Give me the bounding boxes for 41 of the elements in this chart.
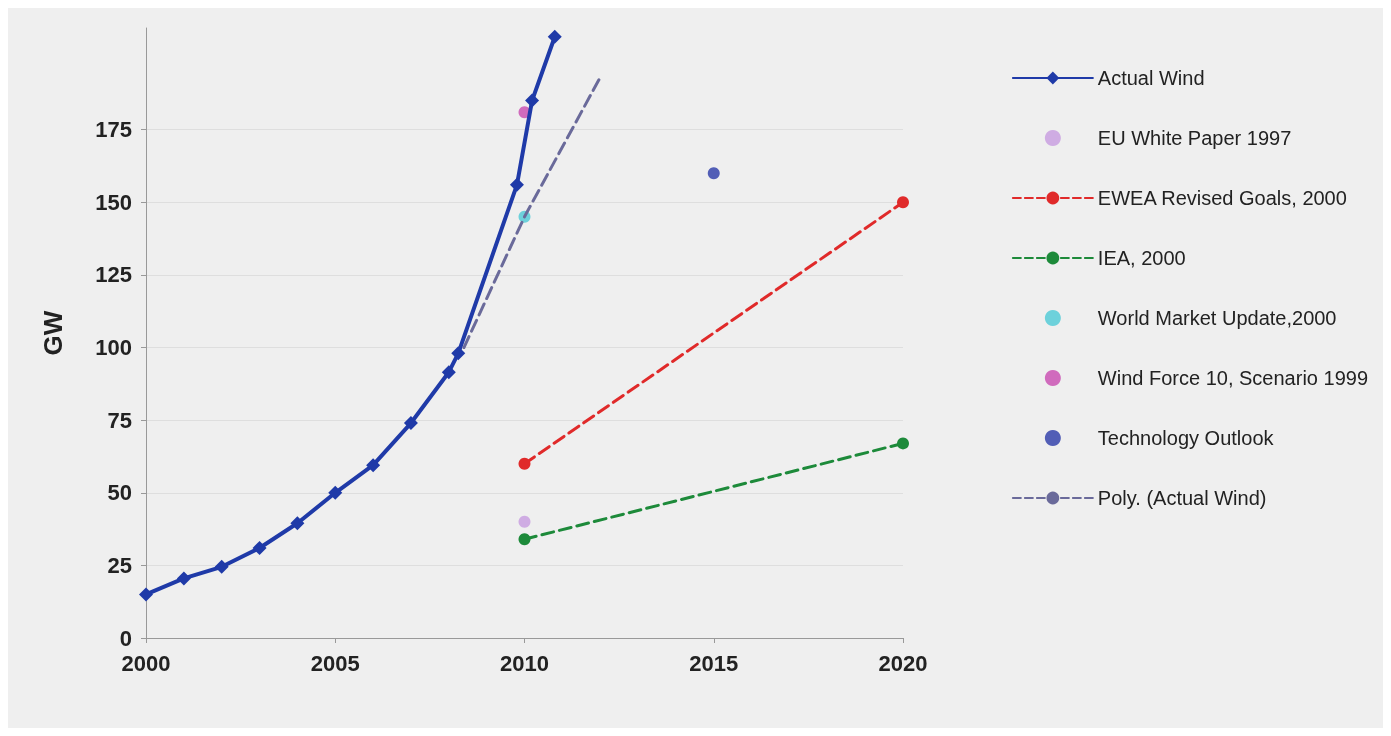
point	[509, 177, 524, 192]
y-tick-label: 75	[107, 407, 132, 433]
point	[897, 437, 909, 450]
point	[214, 559, 229, 574]
legend-label: EWEA Revised Goals, 2000	[1097, 187, 1347, 209]
point	[518, 515, 531, 528]
point	[366, 458, 381, 473]
point	[176, 571, 191, 586]
point	[547, 29, 562, 44]
point	[139, 587, 153, 602]
y-tick-label: 25	[107, 552, 132, 578]
point	[707, 167, 720, 180]
point	[525, 93, 540, 108]
x-tick-label: 2015	[689, 650, 739, 676]
legend-label: IEA, 2000	[1097, 247, 1186, 269]
point	[518, 457, 531, 470]
x-tick-label: 2020	[878, 650, 928, 676]
point	[897, 196, 909, 209]
point	[403, 416, 418, 431]
legend-label: Actual Wind	[1097, 67, 1205, 89]
x-tick-label: 2010	[500, 650, 549, 676]
point	[290, 516, 305, 531]
point	[518, 533, 531, 546]
y-tick-label: 125	[95, 262, 132, 288]
y-tick-label: 50	[107, 480, 132, 506]
y-tick-label: 150	[95, 189, 132, 215]
legend-label: World Market Update,2000	[1097, 307, 1337, 329]
point	[451, 346, 466, 361]
legend-label: EU White Paper 1997	[1097, 127, 1292, 149]
point	[441, 365, 456, 380]
x-tick-label: 2005	[310, 650, 360, 676]
x-tick-label: 2000	[121, 650, 171, 676]
y-tick-label: 0	[119, 625, 132, 651]
point	[328, 485, 343, 500]
y-tick-label: 175	[95, 117, 132, 143]
y-tick-label: 100	[95, 335, 132, 361]
legend-label: Wind Force 10, Scenario 1999	[1097, 367, 1369, 389]
legend-label: Technology Outlook	[1097, 427, 1275, 449]
y-axis-title: GW	[38, 310, 68, 356]
legend-label: Poly. (Actual Wind)	[1097, 487, 1267, 509]
point	[252, 540, 267, 555]
